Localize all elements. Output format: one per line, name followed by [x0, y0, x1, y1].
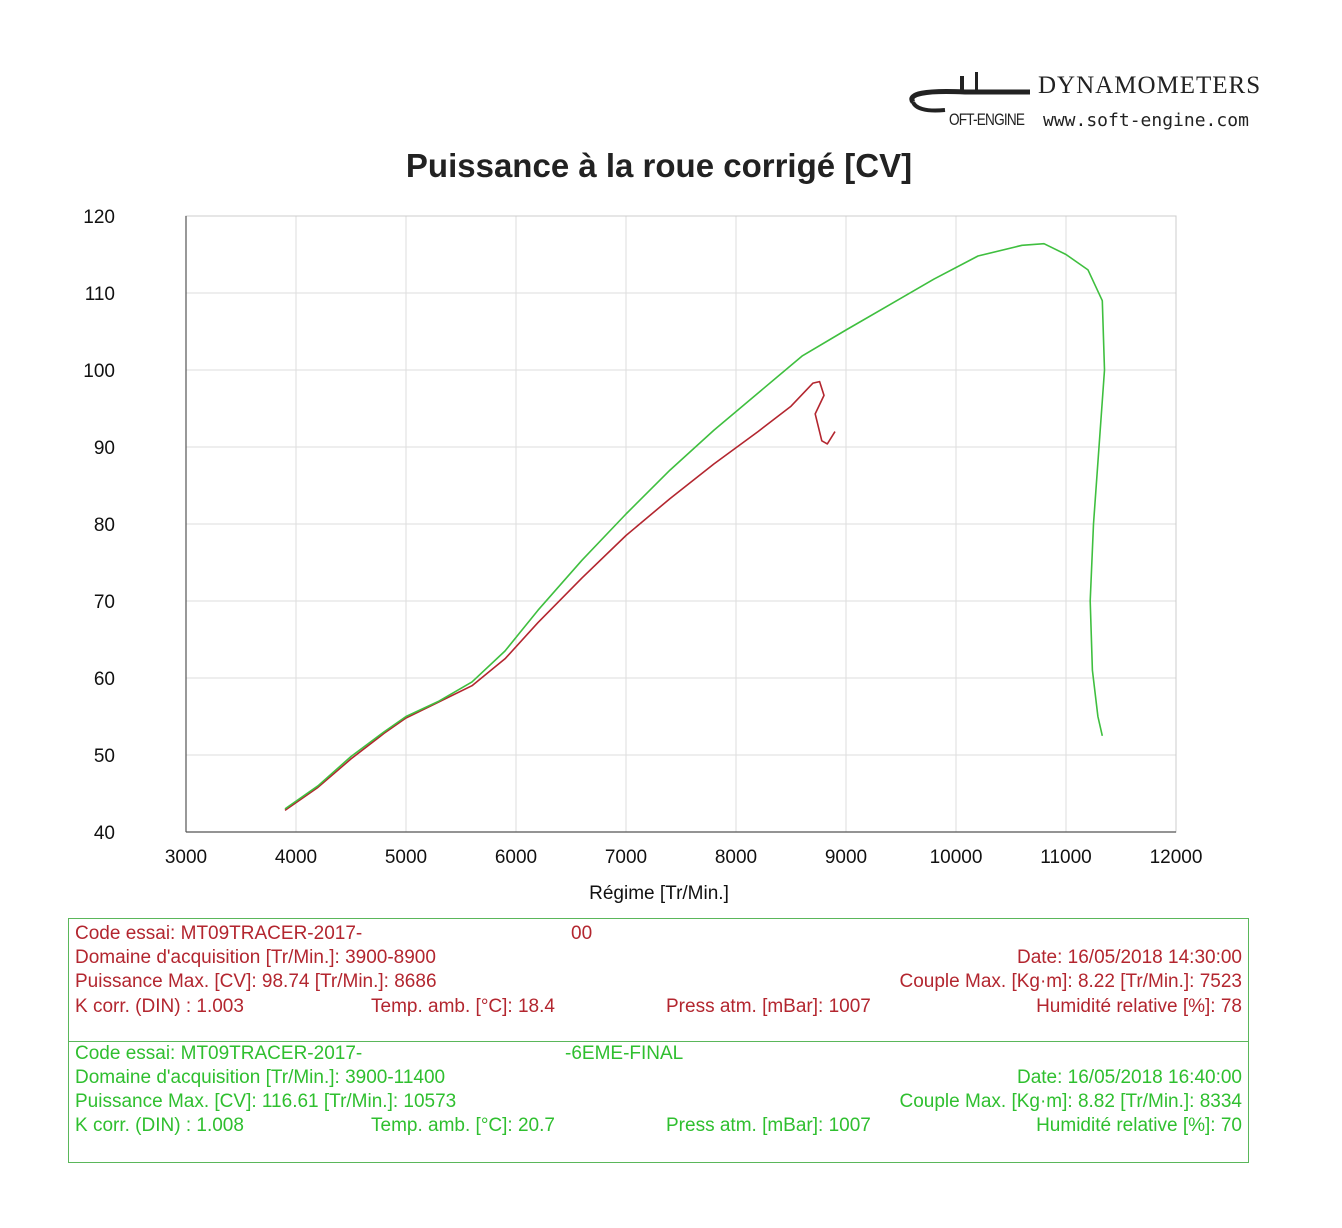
y-tick-label: 100 — [83, 361, 115, 382]
logo-mark: OFT-ENGINE — [949, 110, 1025, 129]
x-tick-label: 5000 — [385, 847, 427, 868]
run2-kcorr: K corr. (DIN) : 1.008 — [75, 1115, 244, 1136]
x-tick-label: 6000 — [495, 847, 537, 868]
x-tick-label: 3000 — [165, 847, 207, 868]
run2-domaine: Domaine d'acquisition [Tr/Min.]: 3900-11… — [75, 1067, 446, 1088]
run1-humid: Humidité relative [%]: 78 — [1036, 996, 1242, 1017]
x-tick-label: 8000 — [715, 847, 757, 868]
run1-date: Date: 16/05/2018 14:30:00 — [1016, 947, 1242, 968]
series-line-2 — [284, 242, 1106, 810]
run-info-box-2: Code essai: MT09TRACER-2017- -6EME-FINAL… — [68, 1041, 1249, 1163]
x-axis-label: Régime [Tr/Min.] — [589, 883, 729, 904]
logo-url: www.soft-engine.com — [1043, 110, 1249, 131]
y-tick-label: 110 — [85, 284, 115, 305]
y-tick-label: 70 — [94, 592, 115, 613]
run2-temp: Temp. amb. [°C]: 20.7 — [371, 1115, 555, 1136]
x-tick-label: 4000 — [275, 847, 317, 868]
x-tick-label: 11000 — [1040, 847, 1091, 868]
y-tick-label: 90 — [94, 438, 115, 459]
logo-brand: DYNAMOMETERS — [1038, 72, 1262, 99]
series-line-1 — [284, 380, 836, 812]
run1-temp: Temp. amb. [°C]: 18.4 — [371, 996, 555, 1017]
x-tick-label: 12000 — [1150, 847, 1203, 868]
run2-puissance: Puissance Max. [CV]: 116.61 [Tr/Min.]: 1… — [75, 1091, 457, 1112]
run1-press: Press atm. [mBar]: 1007 — [666, 996, 871, 1017]
soft-engine-logo: OFT-ENGINE DYNAMOMETERS www.soft-engine.… — [905, 62, 1285, 142]
chart-grid — [186, 216, 1176, 832]
y-tick-label: 120 — [83, 207, 115, 228]
run1-kcorr: K corr. (DIN) : 1.003 — [75, 996, 244, 1017]
x-tick-label: 7000 — [605, 847, 647, 868]
run1-puissance: Puissance Max. [CV]: 98.74 [Tr/Min.]: 86… — [75, 971, 437, 992]
y-tick-label: 40 — [94, 823, 115, 844]
run2-couple: Couple Max. [Kg·m]: 8.82 [Tr/Min.]: 8334 — [899, 1091, 1243, 1112]
run2-date: Date: 16/05/2018 16:40:00 — [1016, 1067, 1242, 1088]
run1-code: Code essai: MT09TRACER-2017- — [75, 923, 363, 944]
run1-couple: Couple Max. [Kg·m]: 8.22 [Tr/Min.]: 7523 — [899, 971, 1243, 992]
run1-code-suffix: 00 — [571, 923, 593, 944]
x-tick-label: 10000 — [930, 847, 983, 868]
y-tick-label: 50 — [94, 746, 115, 767]
run2-code-suffix: -6EME-FINAL — [565, 1043, 684, 1064]
run2-humid: Humidité relative [%]: 70 — [1036, 1115, 1242, 1136]
run-info-box-1: Code essai: MT09TRACER-2017- 00 Domaine … — [68, 918, 1249, 1042]
run2-press: Press atm. [mBar]: 1007 — [666, 1115, 871, 1136]
chart-series — [284, 242, 1106, 812]
x-tick-label: 9000 — [825, 847, 867, 868]
power-chart: Puissance à la roue corrigé [CV] 3000 400… — [83, 147, 1203, 904]
logo-swoosh-icon — [909, 72, 1030, 113]
y-tick-label: 80 — [94, 515, 115, 536]
y-tick-label: 60 — [94, 669, 115, 690]
y-tick-labels: 40 50 60 70 80 90 100 110 120 — [83, 207, 115, 844]
chart-axes — [185, 215, 1177, 833]
run2-code: Code essai: MT09TRACER-2017- — [75, 1043, 363, 1064]
run1-domaine: Domaine d'acquisition [Tr/Min.]: 3900-89… — [75, 947, 436, 968]
x-tick-labels: 3000 4000 5000 6000 7000 8000 9000 10000 11000 12… — [165, 847, 1203, 868]
chart-title: Puissance à la roue corrigé [CV] — [406, 147, 912, 184]
